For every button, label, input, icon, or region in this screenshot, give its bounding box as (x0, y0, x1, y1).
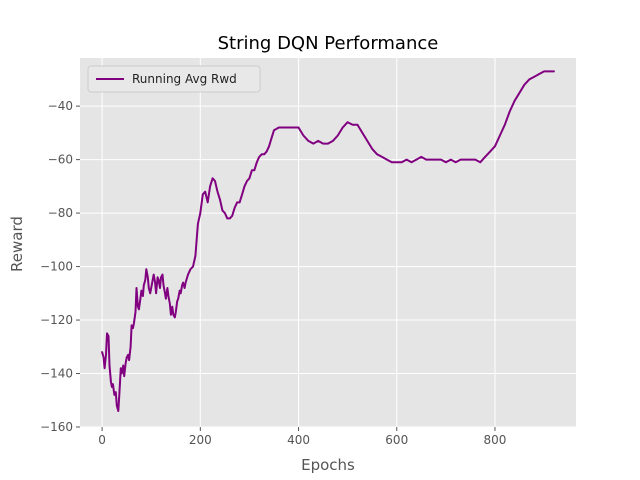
y-axis-label: Reward (8, 216, 26, 272)
legend-label: Running Avg Rwd (132, 72, 237, 86)
series-line (101, 70, 555, 412)
y-tick-label: −120 (40, 313, 73, 327)
x-tick-label: 200 (189, 433, 212, 447)
legend-box (87, 65, 261, 93)
x-tick-label: 400 (287, 433, 310, 447)
x-tick-label: 800 (484, 433, 507, 447)
y-tick-label: −60 (48, 153, 73, 167)
y-tick-label: −100 (40, 260, 73, 274)
y-tick-label: −40 (48, 99, 73, 113)
y-tick-label: −140 (40, 367, 73, 381)
y-tick-label: −80 (48, 206, 73, 220)
plot-area (80, 58, 576, 427)
x-axis-label: Epochs (301, 456, 355, 474)
x-tick-label: 600 (385, 433, 408, 447)
x-tick-label: 0 (98, 433, 106, 447)
y-tick-label: −160 (40, 420, 73, 434)
chart-title: String DQN Performance (218, 33, 439, 54)
